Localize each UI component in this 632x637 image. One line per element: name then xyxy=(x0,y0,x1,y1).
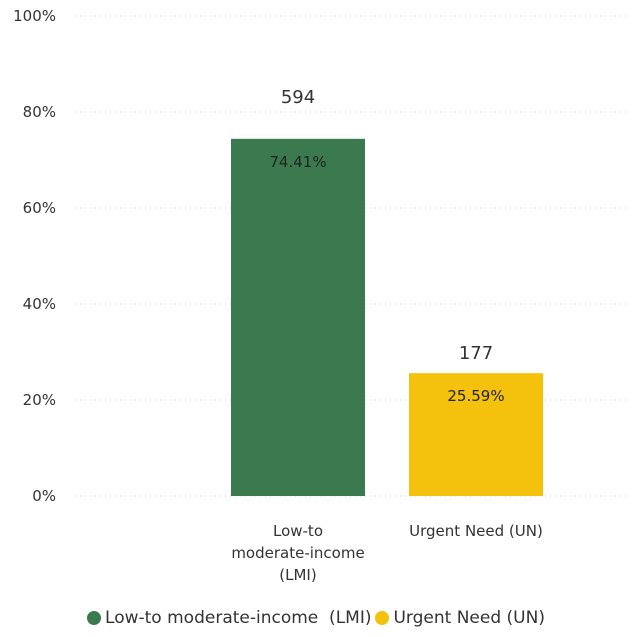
bar-chart: 0% 20% 40% 60% 80% 100% 74.41% 594 25.59% 177 Low-… xyxy=(13,7,628,584)
bar-count-label: 177 xyxy=(459,343,493,364)
legend-label-lmi: Low-to moderate-income (LMI) xyxy=(105,608,372,628)
x-tick-label: (LMI) xyxy=(279,566,316,584)
x-tick-label: Low-to xyxy=(273,522,323,540)
legend-swatch-un xyxy=(375,611,390,625)
y-tick-label: 20% xyxy=(23,391,56,409)
x-tick-label: moderate-income xyxy=(231,544,364,562)
x-tick-label: Urgent Need (UN) xyxy=(409,522,543,540)
bar[interactable] xyxy=(409,373,543,496)
legend: Low-to moderate-income (LMI) Urgent Need… xyxy=(0,608,632,628)
y-tick-label: 0% xyxy=(32,487,56,505)
y-tick-label: 100% xyxy=(13,7,56,25)
y-tick-label: 40% xyxy=(23,295,56,313)
bar-value-label: 74.41% xyxy=(269,153,326,171)
bar-value-label: 25.59% xyxy=(447,387,504,405)
bar[interactable] xyxy=(231,138,365,496)
legend-item-lmi[interactable]: Low-to moderate-income (LMI) xyxy=(87,608,371,628)
bar-count-label: 594 xyxy=(281,87,315,108)
y-tick-label: 60% xyxy=(23,199,56,217)
y-tick-label: 80% xyxy=(23,103,56,121)
legend-swatch-lmi xyxy=(87,611,102,625)
legend-label-un: Urgent Need (UN) xyxy=(393,608,545,628)
legend-item-un[interactable]: Urgent Need (UN) xyxy=(375,608,545,628)
